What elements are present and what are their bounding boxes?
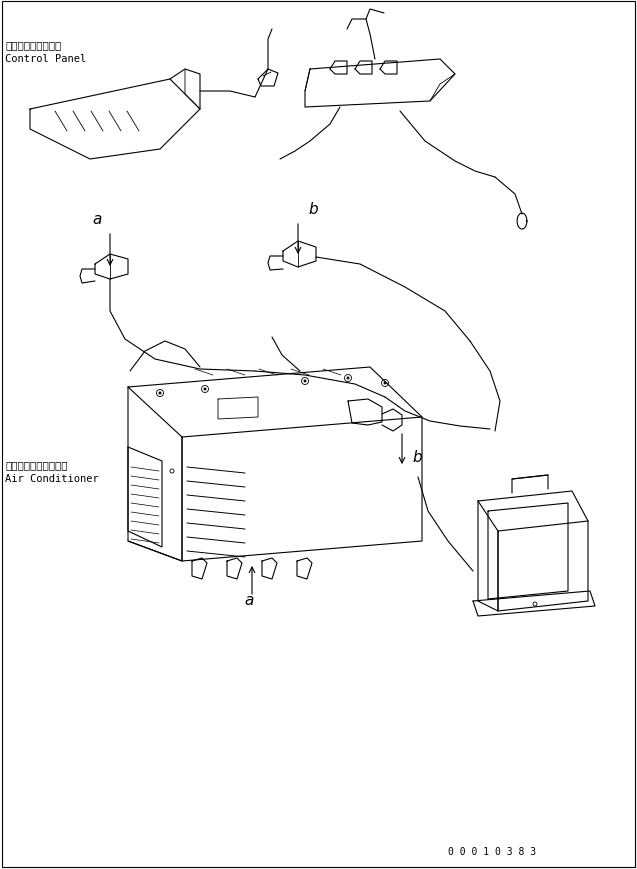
Text: エアーコンディショナ: エアーコンディショナ — [5, 460, 68, 469]
Text: b: b — [412, 449, 422, 464]
Text: Control Panel: Control Panel — [5, 54, 86, 64]
Circle shape — [384, 382, 386, 385]
Text: a: a — [92, 212, 101, 227]
Circle shape — [159, 392, 161, 395]
Text: コントロールパネル: コントロールパネル — [5, 40, 61, 50]
Circle shape — [204, 388, 206, 391]
Circle shape — [347, 377, 349, 380]
Text: 0 0 0 1 0 3 8 3: 0 0 0 1 0 3 8 3 — [448, 846, 536, 856]
Text: a: a — [244, 593, 254, 607]
Text: b: b — [308, 202, 318, 216]
Circle shape — [304, 381, 306, 382]
Text: Air Conditioner: Air Conditioner — [5, 474, 99, 483]
